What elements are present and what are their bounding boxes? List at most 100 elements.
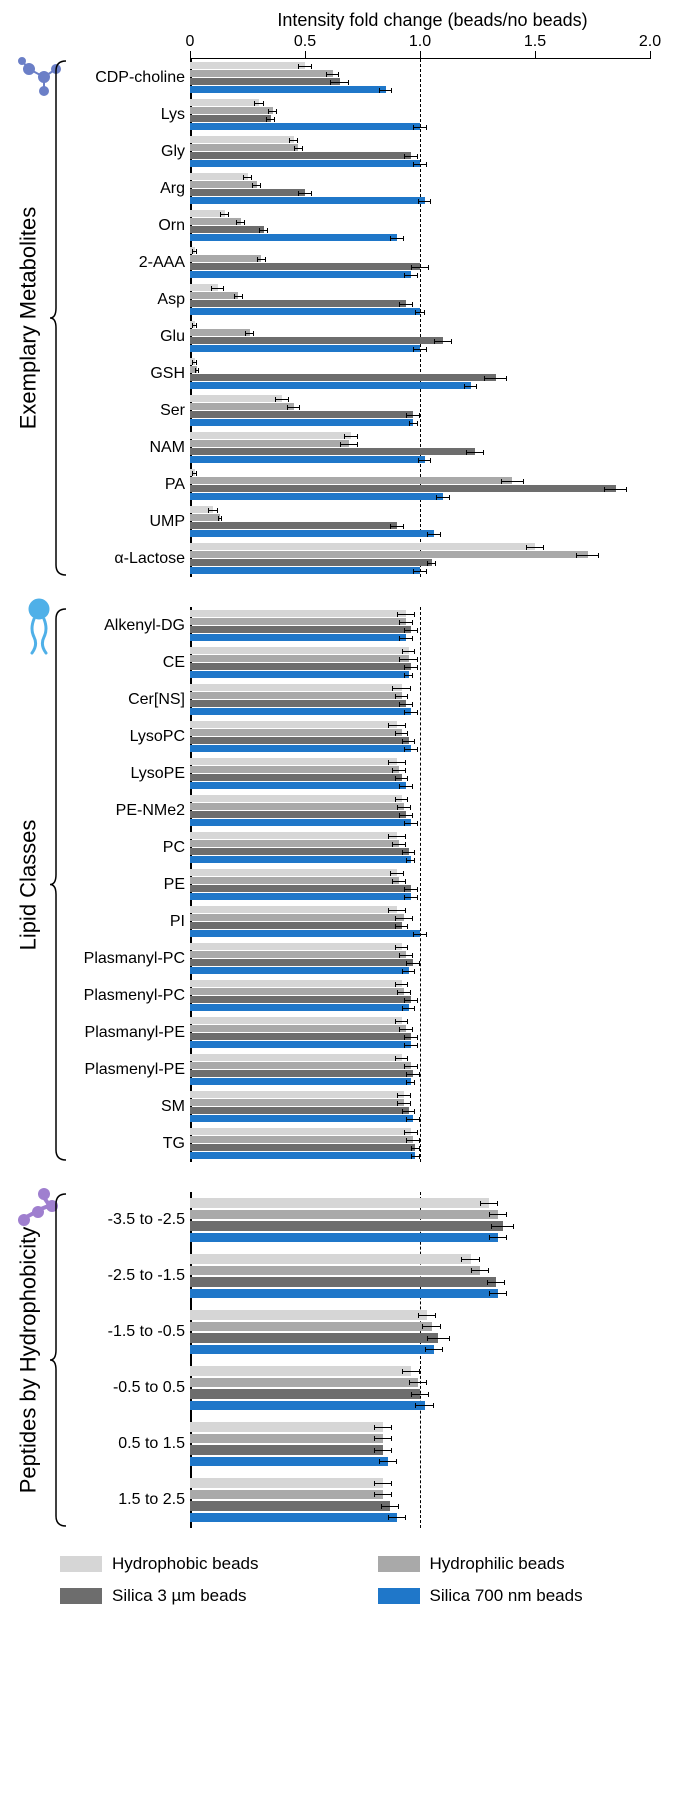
- section-label: Peptides by Hydrophobicity: [15, 1227, 41, 1494]
- bar: [190, 774, 402, 781]
- bar: [190, 99, 259, 106]
- error-bar: [395, 733, 409, 734]
- error-bar: [427, 563, 436, 564]
- error-bar: [397, 1095, 411, 1096]
- bar: [190, 848, 409, 855]
- section-peptide: Peptides by Hydrophobicity-3.5 to -2.5-2…: [190, 1192, 650, 1528]
- error-bar: [427, 534, 441, 535]
- bar-group: [190, 506, 650, 537]
- legend-label: Hydrophobic beads: [112, 1554, 258, 1574]
- error-bar: [501, 481, 524, 482]
- bar-silica700: [190, 1457, 650, 1467]
- bar: [190, 1266, 480, 1276]
- bar-hydrophilic: [190, 729, 650, 736]
- bar-group: [190, 869, 650, 900]
- bar-hydrophobic: [190, 1478, 650, 1488]
- bar: [190, 700, 406, 707]
- bar: [190, 62, 305, 69]
- bar: [190, 1221, 503, 1231]
- error-bar: [489, 1237, 507, 1238]
- bar: [190, 432, 351, 439]
- bar-silica700: [190, 745, 650, 752]
- bar-hydrophilic: [190, 1099, 650, 1106]
- error-bar: [234, 296, 243, 297]
- bar-group: [190, 684, 650, 715]
- bar-group: [190, 721, 650, 752]
- bar: [190, 308, 420, 315]
- bar: [190, 618, 406, 625]
- bar-hydrophilic: [190, 803, 650, 810]
- bar-silica700: [190, 1513, 650, 1523]
- error-bar: [192, 251, 197, 252]
- error-bar: [388, 1517, 406, 1518]
- error-bar: [402, 1111, 416, 1112]
- bar-silica3: [190, 189, 650, 196]
- bar: [190, 885, 411, 892]
- bar: [190, 1078, 411, 1085]
- x-tick-label: 1.0: [409, 33, 431, 51]
- bar-hydrophobic: [190, 832, 650, 839]
- bar: [190, 1070, 413, 1077]
- bar: [190, 1478, 383, 1488]
- row-label: Plasmenyl-PC: [45, 987, 185, 1005]
- bar: [190, 1091, 404, 1098]
- bar-silica3: [190, 1144, 650, 1151]
- error-bar: [484, 378, 507, 379]
- bar: [190, 1389, 420, 1399]
- data-row: -1.5 to -0.5: [190, 1304, 650, 1360]
- bar-hydrophobic: [190, 432, 650, 439]
- error-bar: [406, 1119, 420, 1120]
- error-bar: [392, 770, 406, 771]
- error-bar: [402, 1371, 420, 1372]
- bar-silica3: [190, 411, 650, 418]
- error-bar: [434, 341, 452, 342]
- error-bar: [399, 638, 413, 639]
- bar: [190, 1434, 383, 1444]
- data-row: Glu: [190, 318, 650, 355]
- bar-group: [190, 1054, 650, 1085]
- error-bar: [406, 1140, 420, 1141]
- bar-group: [190, 321, 650, 352]
- x-tick: [420, 51, 421, 59]
- error-bar: [390, 526, 404, 527]
- bar: [190, 988, 404, 995]
- bar-silica3: [190, 663, 650, 670]
- error-bar: [379, 90, 393, 91]
- row-label: Lys: [45, 106, 185, 124]
- data-row: Asp: [190, 281, 650, 318]
- bar-hydrophilic: [190, 181, 650, 188]
- bar-silica3: [190, 996, 650, 1003]
- error-bar: [404, 749, 418, 750]
- bar-silica700: [190, 930, 650, 937]
- bar-hydrophilic: [190, 514, 650, 521]
- error-bar: [374, 1427, 392, 1428]
- error-bar: [326, 74, 340, 75]
- bar-silica700: [190, 782, 650, 789]
- bar-hydrophobic: [190, 210, 650, 217]
- bar-hydrophilic: [190, 1434, 650, 1444]
- section-bracket: [48, 59, 68, 577]
- bar-silica3: [190, 959, 650, 966]
- bar-hydrophobic: [190, 1128, 650, 1135]
- bar-hydrophobic: [190, 1310, 650, 1320]
- bar-hydrophobic: [190, 610, 650, 617]
- bar-silica3: [190, 152, 650, 159]
- bar: [190, 160, 420, 167]
- data-row: -0.5 to 0.5: [190, 1360, 650, 1416]
- data-row: PI: [190, 903, 650, 940]
- error-bar: [287, 407, 301, 408]
- bar-silica700: [190, 567, 650, 574]
- bar-silica700: [190, 86, 650, 93]
- bar: [190, 329, 250, 336]
- bar: [190, 980, 402, 987]
- data-row: 2-AAA: [190, 244, 650, 281]
- error-bar: [489, 1214, 507, 1215]
- bar-hydrophilic: [190, 477, 650, 484]
- error-bar: [374, 1438, 392, 1439]
- error-bar: [399, 815, 413, 816]
- bar: [190, 684, 402, 691]
- row-label: Asp: [45, 291, 185, 309]
- error-bar: [480, 1203, 498, 1204]
- error-bar: [399, 955, 413, 956]
- error-bar: [388, 910, 406, 911]
